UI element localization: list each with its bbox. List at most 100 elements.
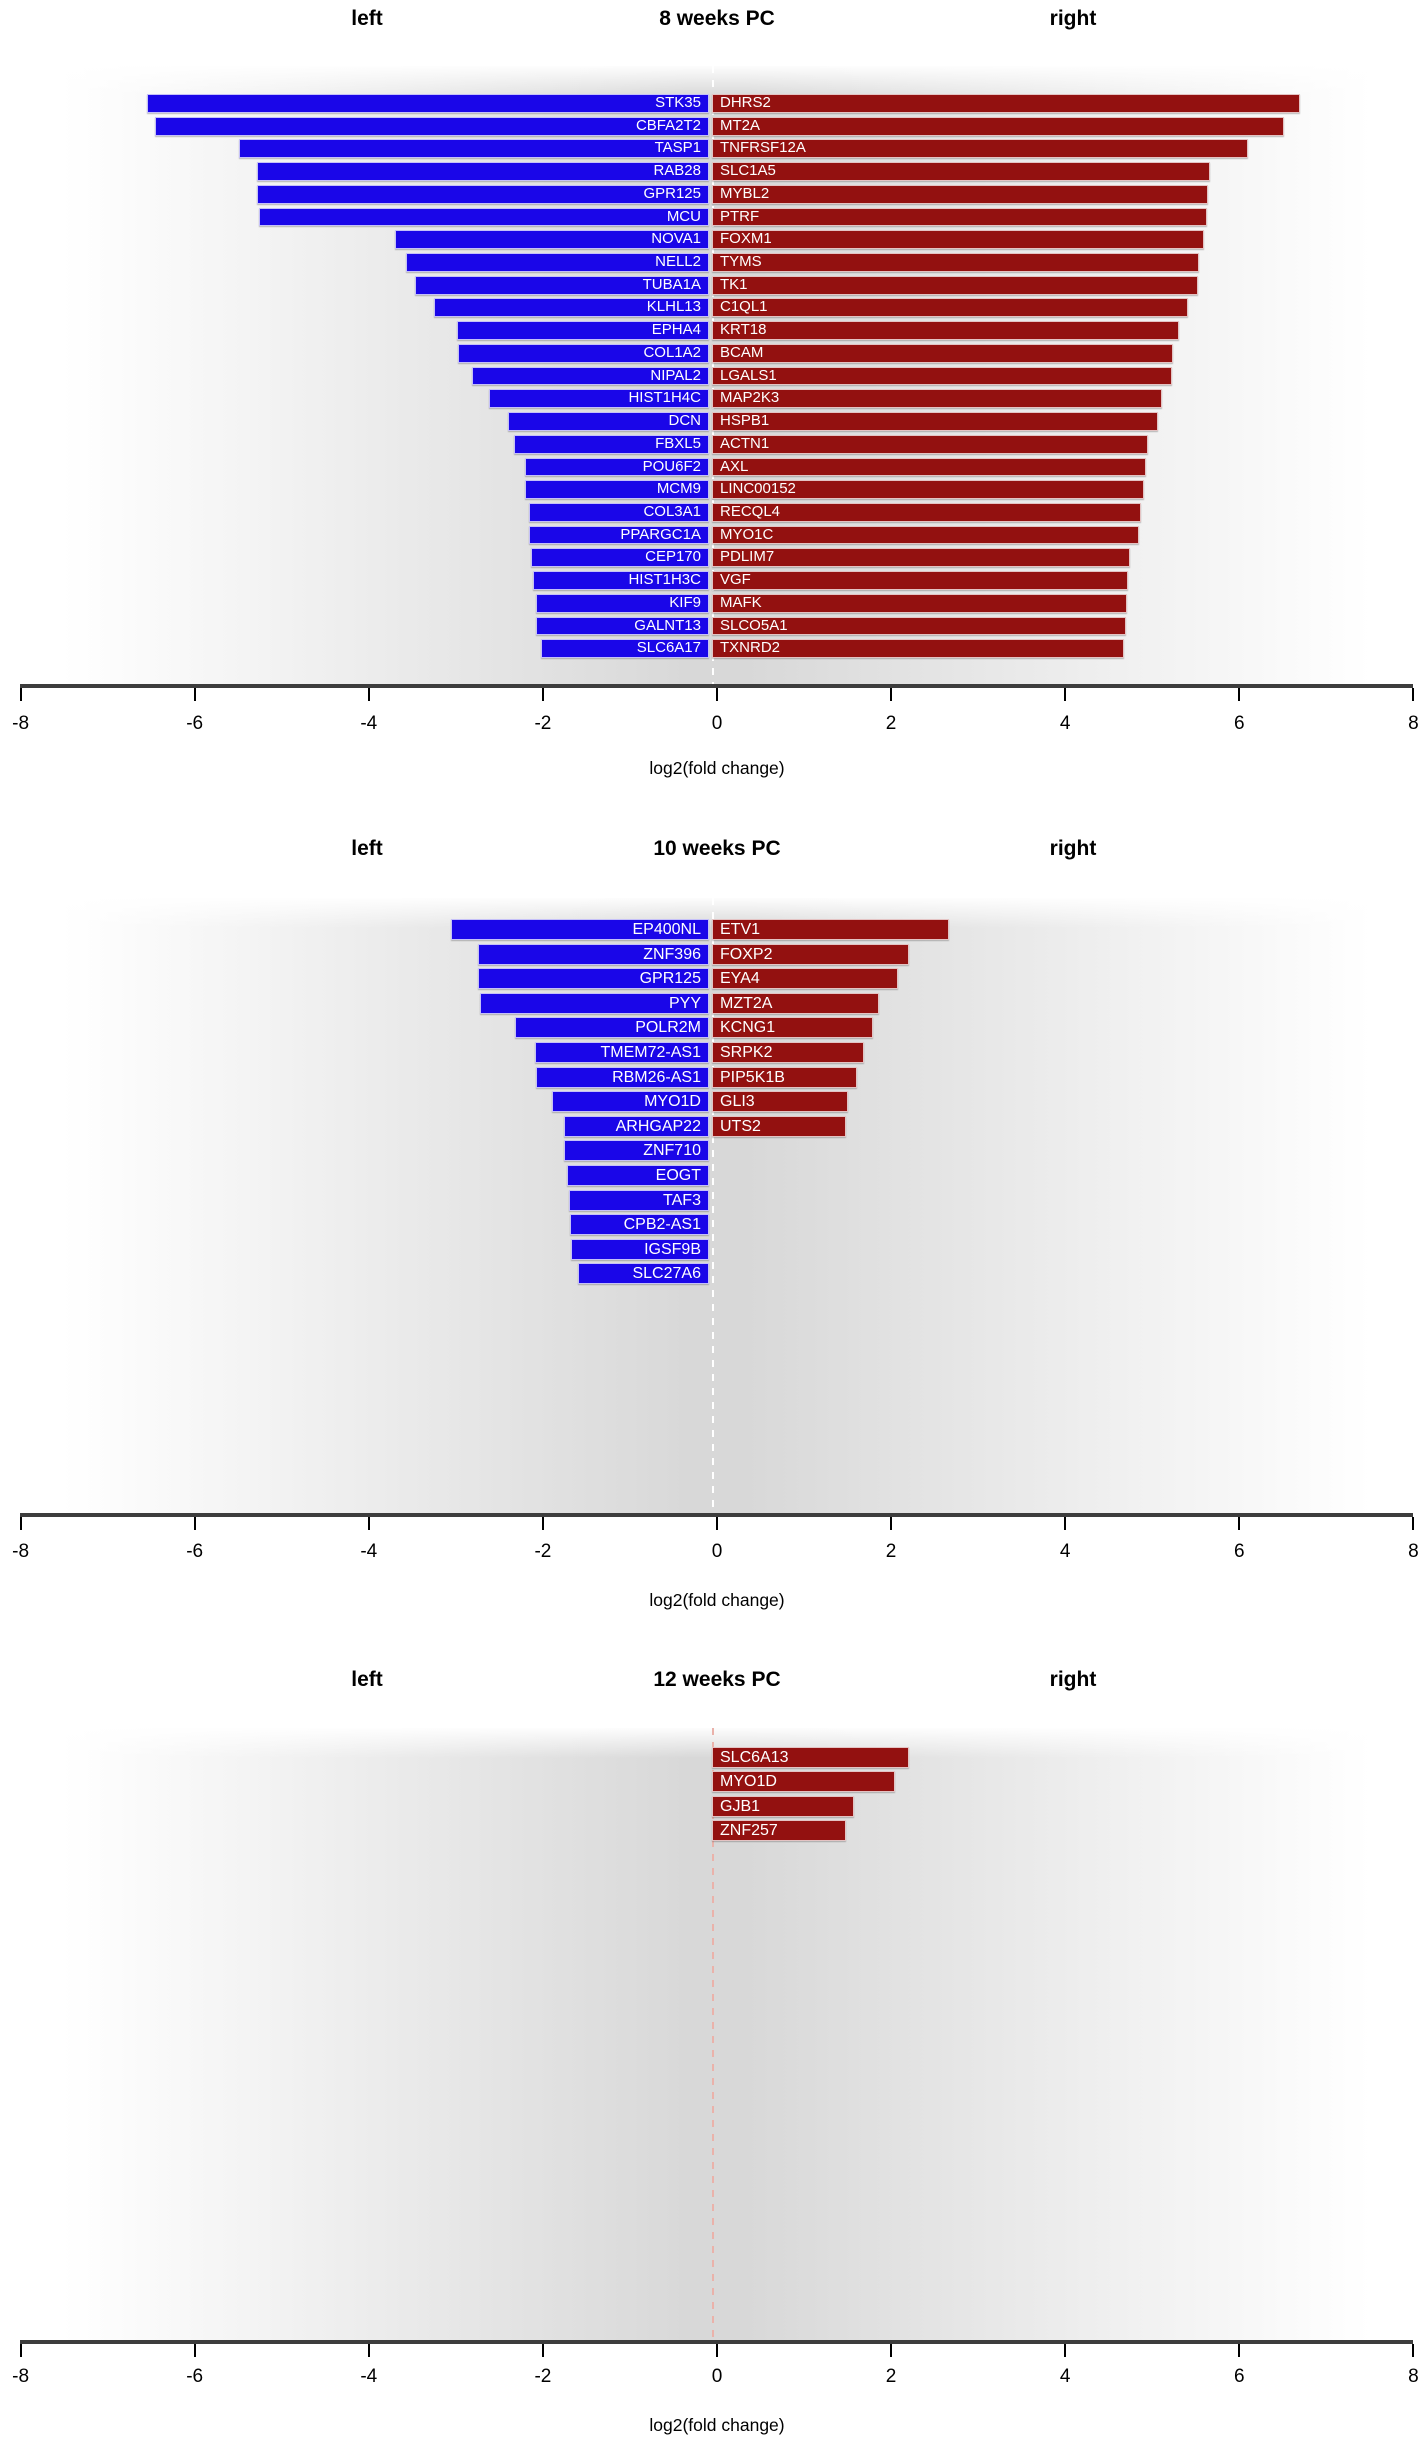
right-bar: UTS2 — [712, 1115, 846, 1137]
x-axis-tick — [1238, 2344, 1241, 2357]
left-gene-label: TAF3 — [663, 1191, 701, 1209]
panel-left-header: left — [351, 1668, 383, 1691]
left-bar: EOGT — [567, 1165, 709, 1186]
right-gene-label: BCAM — [720, 344, 764, 361]
panel-title: 8 weeks PC — [659, 7, 775, 30]
x-axis-tick-label: 8 — [1408, 713, 1419, 734]
left-bar: TAF3 — [569, 1189, 709, 1211]
plot-area — [20, 898, 1413, 1513]
panel-right-header: right — [1049, 837, 1097, 860]
x-axis-tick — [19, 688, 22, 701]
right-gene-label: MYBL2 — [720, 185, 770, 202]
left-gene-label: PPARGC1A — [620, 526, 701, 543]
left-gene-label: EOGT — [655, 1167, 701, 1184]
left-gene-label: TASP1 — [654, 140, 701, 157]
left-bar: RAB28 — [256, 162, 709, 181]
left-gene-label: HIST1H4C — [628, 390, 701, 407]
left-bar: COL3A1 — [528, 502, 709, 522]
left-bar: MYO1D — [552, 1091, 709, 1113]
x-axis-tick-label: 2 — [885, 713, 897, 734]
left-bar: TASP1 — [239, 139, 709, 159]
x-axis-tick-label: 0 — [711, 1541, 723, 1562]
x-axis-tick-label: -2 — [534, 1541, 552, 1562]
right-bar: TYMS — [712, 253, 1200, 272]
left-bar: IGSF9B — [570, 1238, 709, 1260]
left-bar: TMEM72-AS1 — [535, 1042, 709, 1063]
left-bar: HIST1H3C — [533, 571, 709, 590]
right-bar: FOXM1 — [712, 230, 1205, 250]
right-bar: PDLIM7 — [712, 548, 1130, 568]
x-axis-tick — [367, 2344, 370, 2357]
left-bar: CEP170 — [530, 548, 709, 568]
x-axis-tick-label: -2 — [534, 2366, 552, 2387]
left-gene-label: KIF9 — [669, 594, 701, 611]
right-bar: MAP2K3 — [712, 389, 1162, 409]
x-axis-tick — [1064, 2344, 1067, 2357]
left-gene-label: GALNT13 — [634, 617, 701, 634]
left-bar: NIPAL2 — [471, 366, 709, 386]
x-axis-tick — [716, 2344, 718, 2357]
right-bar: RECQL4 — [712, 502, 1141, 522]
left-gene-label: NIPAL2 — [650, 367, 701, 384]
right-bar: TXNRD2 — [712, 639, 1125, 659]
right-bar: KCNG1 — [712, 1017, 873, 1039]
x-axis-tick — [1064, 1517, 1067, 1530]
right-bar: MYBL2 — [712, 184, 1208, 204]
right-bar: GJB1 — [712, 1795, 854, 1817]
left-bar: POU6F2 — [524, 457, 709, 477]
x-axis-tick — [367, 688, 370, 701]
right-bar: ETV1 — [712, 919, 950, 940]
x-axis-tick — [193, 2344, 196, 2357]
left-gene-label: EPHA4 — [651, 322, 701, 339]
x-axis-tick — [890, 1517, 893, 1530]
right-bar: LGALS1 — [712, 366, 1173, 386]
left-bar: FBXL5 — [514, 434, 709, 454]
panel-left-header: left — [351, 7, 383, 30]
left-gene-label: COL1A2 — [643, 344, 701, 361]
left-bar: COL1A2 — [458, 343, 709, 363]
panel-left-header: left — [351, 837, 383, 860]
right-gene-label: DHRS2 — [720, 95, 771, 111]
left-gene-label: ZNF396 — [643, 945, 701, 963]
right-gene-label: MAP2K3 — [720, 390, 780, 407]
left-gene-label: STK35 — [655, 95, 701, 111]
x-axis-tick — [541, 688, 544, 701]
x-axis-tick-label: -8 — [12, 713, 30, 734]
left-gene-label: GPR125 — [639, 970, 701, 988]
x-axis-tick-label: 6 — [1234, 2366, 1245, 2387]
x-axis-tick — [1064, 688, 1067, 701]
left-bar: PYY — [480, 992, 709, 1014]
right-gene-label: TK1 — [720, 276, 748, 293]
x-axis-tick — [1412, 688, 1415, 701]
left-gene-label: IGSF9B — [644, 1240, 701, 1258]
left-bar: NOVA1 — [394, 230, 709, 250]
right-bar: BCAM — [712, 343, 1174, 363]
right-gene-label: MAFK — [720, 594, 762, 611]
left-bar: NELL2 — [406, 253, 709, 272]
right-gene-label: KCNG1 — [720, 1019, 776, 1037]
x-axis-tick-label: -4 — [360, 713, 378, 734]
left-gene-label: RBM26-AS1 — [612, 1068, 701, 1086]
left-gene-label: SLC6A17 — [636, 640, 701, 657]
right-gene-label: FOXP2 — [720, 945, 773, 963]
left-gene-label: COL3A1 — [643, 503, 701, 520]
right-bar: MAFK — [712, 593, 1127, 613]
left-bar: CBFA2T2 — [154, 116, 709, 136]
left-gene-label: NELL2 — [655, 254, 701, 271]
left-gene-label: NOVA1 — [651, 231, 701, 248]
right-gene-label: MYO1D — [720, 1773, 777, 1791]
right-gene-label: PIP5K1B — [720, 1068, 785, 1086]
x-axis-tick — [193, 1517, 196, 1530]
right-bar: VGF — [712, 571, 1128, 590]
x-axis-tick — [193, 688, 196, 701]
right-gene-label: SLCO5A1 — [720, 617, 788, 634]
right-gene-label: MYO1C — [720, 526, 774, 543]
x-axis-tick — [19, 2344, 22, 2357]
x-axis-tick — [19, 1517, 22, 1530]
left-gene-label: MYO1D — [644, 1093, 701, 1111]
x-axis-tick-label: 8 — [1408, 2366, 1419, 2387]
left-gene-label: DCN — [668, 413, 701, 430]
left-bar: SLC27A6 — [577, 1263, 709, 1285]
left-gene-label: ARHGAP22 — [615, 1117, 701, 1135]
